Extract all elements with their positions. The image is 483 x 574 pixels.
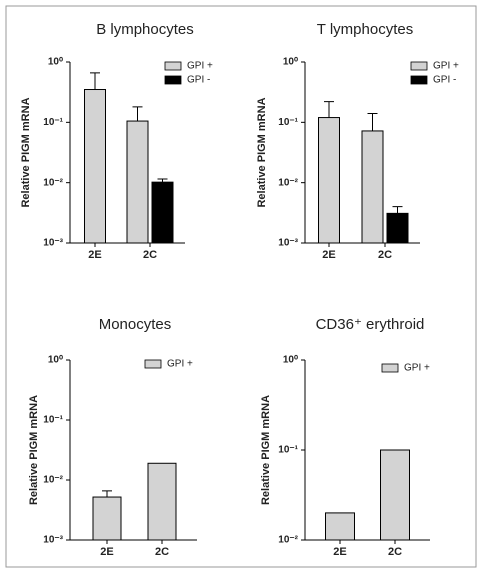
- y-tick-label: 10⁻¹: [43, 117, 63, 128]
- legend-swatch: [144, 359, 162, 369]
- bar: [380, 449, 410, 541]
- x-tick-label: 2E: [322, 249, 335, 261]
- x-tick-label: 2C: [388, 546, 402, 558]
- bar: [325, 512, 355, 541]
- bar: [147, 462, 177, 541]
- bar: [386, 212, 409, 244]
- bar: [361, 130, 384, 244]
- chart-title: B lymphocytes: [96, 21, 194, 38]
- y-tick-label: 10⁻³: [43, 535, 63, 546]
- y-tick-label: 10⁻¹: [43, 415, 63, 426]
- y-tick-label: 10⁰: [48, 57, 63, 68]
- y-tick-label: 10⁻³: [43, 238, 63, 249]
- y-axis-label: Relative PIGM mRNA: [20, 97, 32, 207]
- y-axis-label: Relative PIGM mRNA: [256, 97, 268, 207]
- x-tick-label: 2E: [333, 546, 346, 558]
- legend-label: GPI +: [187, 61, 213, 72]
- legend-swatch: [410, 61, 428, 71]
- legend-swatch: [164, 61, 182, 71]
- y-tick-label: 10⁰: [48, 355, 63, 366]
- legend-label: GPI +: [167, 359, 193, 370]
- error-bar: [90, 72, 100, 90]
- legend-label: GPI +: [433, 61, 459, 72]
- y-tick-label: 10⁻¹: [278, 117, 298, 128]
- bar: [318, 117, 340, 244]
- legend-label: GPI -: [187, 75, 210, 86]
- y-axis-label: Relative PIGM mRNA: [28, 395, 40, 505]
- x-tick-label: 2C: [143, 249, 157, 261]
- chart-title: CD36⁺ erythroid: [316, 316, 425, 333]
- frame: [5, 5, 477, 568]
- chart-title: T lymphocytes: [317, 21, 413, 38]
- x-tick-label: 2E: [88, 249, 101, 261]
- y-tick-label: 10⁻³: [278, 238, 298, 249]
- error-bar: [132, 106, 143, 122]
- x-tick-label: 2C: [155, 546, 169, 558]
- y-axis-label: Relative PIGM mRNA: [260, 395, 272, 505]
- legend-swatch: [164, 75, 182, 85]
- legend-swatch: [381, 363, 399, 373]
- bar: [92, 496, 122, 541]
- y-tick-label: 10⁻²: [278, 177, 298, 188]
- bar: [126, 120, 149, 244]
- legend-label: GPI +: [404, 363, 430, 374]
- legend-swatch: [410, 75, 428, 85]
- y-tick-label: 10⁰: [283, 355, 298, 366]
- y-tick-label: 10⁻¹: [278, 445, 298, 456]
- error-bar: [102, 490, 112, 498]
- error-bar: [392, 206, 403, 214]
- error-bar: [324, 101, 334, 118]
- y-tick-label: 10⁻²: [43, 475, 63, 486]
- bar: [84, 89, 106, 244]
- y-tick-label: 10⁰: [283, 57, 298, 68]
- chart-title: Monocytes: [99, 316, 172, 333]
- y-tick-label: 10⁻²: [278, 535, 298, 546]
- x-tick-label: 2E: [100, 546, 113, 558]
- error-bar: [157, 178, 168, 183]
- bar: [151, 181, 174, 244]
- error-bar: [367, 113, 378, 131]
- legend-label: GPI -: [433, 75, 456, 86]
- x-tick-label: 2C: [378, 249, 392, 261]
- y-tick-label: 10⁻²: [43, 177, 63, 188]
